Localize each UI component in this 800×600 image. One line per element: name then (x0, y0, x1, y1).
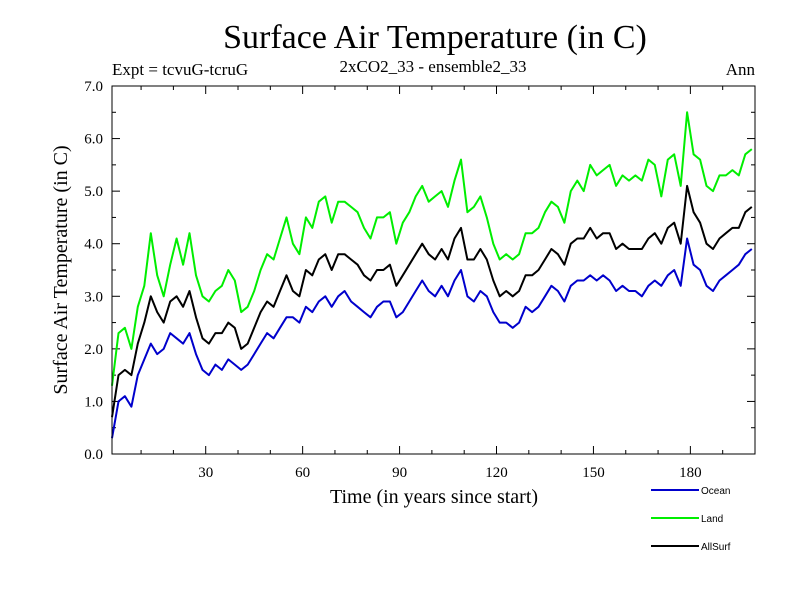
x-axis-label: Time (in years since start) (330, 486, 538, 508)
legend-label-allsurf: AllSurf (701, 542, 731, 553)
y-tick-label: 5.0 (84, 184, 103, 200)
chart-subtitle-left: Expt = tcvuG-tcruG (112, 60, 248, 79)
y-tick-label: 6.0 (84, 132, 103, 148)
legend: Ocean Land AllSurf (651, 486, 731, 553)
series-lines (111, 111, 753, 439)
y-axis-label: Surface Air Temperature (in C) (50, 145, 72, 394)
x-tick-label: 60 (295, 465, 310, 481)
series-line-allsurf (111, 184, 753, 418)
y-tick-label: 7.0 (84, 79, 103, 95)
legend-label-ocean: Ocean (701, 486, 730, 497)
y-tick-label: 3.0 (84, 289, 103, 305)
x-tick-label: 150 (582, 465, 605, 481)
x-tick-label: 180 (679, 465, 702, 481)
x-tick-label: 90 (392, 465, 407, 481)
x-tick-label: 30 (198, 465, 213, 481)
x-tick-label: 120 (485, 465, 508, 481)
y-tick-label: 2.0 (84, 342, 103, 358)
chart-subtitle-center: 2xCO2_33 - ensemble2_33 (340, 57, 527, 76)
legend-label-land: Land (701, 514, 723, 525)
y-tick-label: 0.0 (84, 447, 103, 463)
plot-frame (111, 85, 756, 455)
series-line-land (111, 111, 753, 386)
y-tick-label: 4.0 (84, 237, 103, 253)
chart-subtitle-right: Ann (726, 60, 756, 79)
chart-title: Surface Air Temperature (in C) (223, 19, 647, 56)
series-line-ocean (111, 237, 753, 439)
y-tick-label: 1.0 (84, 394, 103, 410)
axis-ticks: 0.0 1.0 2.0 3.0 4.0 5.0 6.0 7.0 30 60 90 120 150 180 (84, 79, 755, 481)
